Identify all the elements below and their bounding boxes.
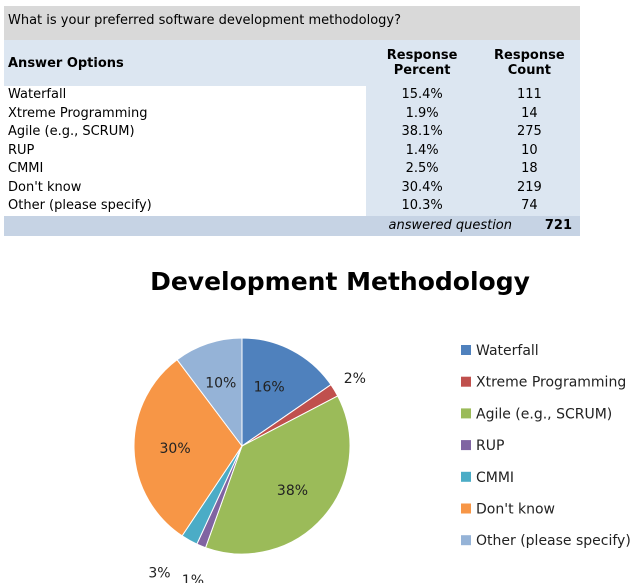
legend-label: Agile (e.g., SCRUM) [476,406,612,422]
survey-table: What is your preferred software developm… [4,6,580,236]
table-row: Other (please specify) 10.3% 74 [4,197,580,216]
slice-label: 10% [205,375,236,391]
row-count: 111 [478,86,580,105]
header-count-line1: Response [494,48,565,63]
answered-row: answered question 721 [4,215,580,236]
header-percent-line2: Percent [393,63,451,78]
legend-label: Other (please specify) [476,533,631,549]
legend-label: Waterfall [476,343,539,359]
pie-slice [204,395,351,555]
slice-label: 3% [148,566,170,582]
table-row: Waterfall 15.4% 111 [4,86,580,105]
chart-legend: Waterfall Xtreme Programming Agile (e.g., … [461,343,631,549]
row-count: 18 [478,160,580,179]
row-percent: 10.3% [365,197,479,216]
legend-swatch [461,535,471,546]
answered-question-count: 721 [544,217,572,233]
table-row: CMMI 2.5% 18 [4,160,580,179]
legend-swatch [461,345,471,355]
legend-swatch [461,471,471,482]
row-count: 10 [478,141,580,160]
row-percent: 1.9% [365,104,479,123]
legend-label: Don't know [476,502,555,518]
header-count-line2: Count [507,63,551,78]
pie-slices [133,337,351,555]
row-count: 74 [478,197,580,216]
header-response-percent: Response Percent [366,40,479,86]
legend-swatch [461,503,471,514]
row-percent: 15.4% [365,86,479,105]
row-option: Waterfall [4,86,366,105]
row-percent: 2.5% [365,160,479,179]
legend-swatch [461,440,471,451]
pie-chart: Development Methodology 16%2%38%1%3%30%1… [133,267,631,583]
pie-slice [241,337,332,447]
header-answer-options: Answer Options [8,55,124,71]
row-option: CMMI [4,160,366,179]
slice-label: 1% [182,573,204,583]
row-count: 219 [478,178,580,197]
header-percent-line1: Response [386,48,458,63]
slice-label: 2% [344,371,366,387]
pie-slice [176,337,243,448]
legend-label: RUP [476,438,504,454]
slice-label: 30% [160,441,191,457]
row-option: Agile (e.g., SCRUM) [4,123,366,142]
row-percent: 38.1% [365,123,479,142]
slice-label: 38% [277,483,308,499]
pie-slice-labels: 16% 2% 38% 1% 3% 30% 10% [148,371,366,583]
table-row: Xtreme Programming 1.9% 14 [4,104,580,123]
header-response-count: Response Count [479,40,580,86]
answered-question-label: answered question [388,217,513,233]
survey-question: What is your preferred software developm… [4,6,580,40]
row-option: Other (please specify) [4,197,366,216]
row-count: 275 [478,123,580,142]
table-row: RUP 1.4% 10 [4,141,580,160]
pie-slice [133,358,243,537]
row-percent: 1.4% [365,141,479,160]
legend-label: CMMI [476,470,514,486]
legend-label: Xtreme Programming [476,375,626,391]
chart-title: Development Methodology [150,267,530,296]
legend-swatch [461,408,471,419]
row-option: Don't know [4,178,366,197]
legend-swatch [461,376,471,387]
table-row: Agile (e.g., SCRUM) 38.1% 275 [4,123,580,142]
row-option: Xtreme Programming [4,104,366,123]
row-percent: 30.4% [365,178,479,197]
table-header: Answer Options Response Percent Response C… [4,40,580,86]
row-option: RUP [4,141,366,160]
row-count: 14 [478,104,580,123]
slice-label: 16% [254,380,285,396]
table-row: Don't know 30.4% 219 [4,178,580,197]
